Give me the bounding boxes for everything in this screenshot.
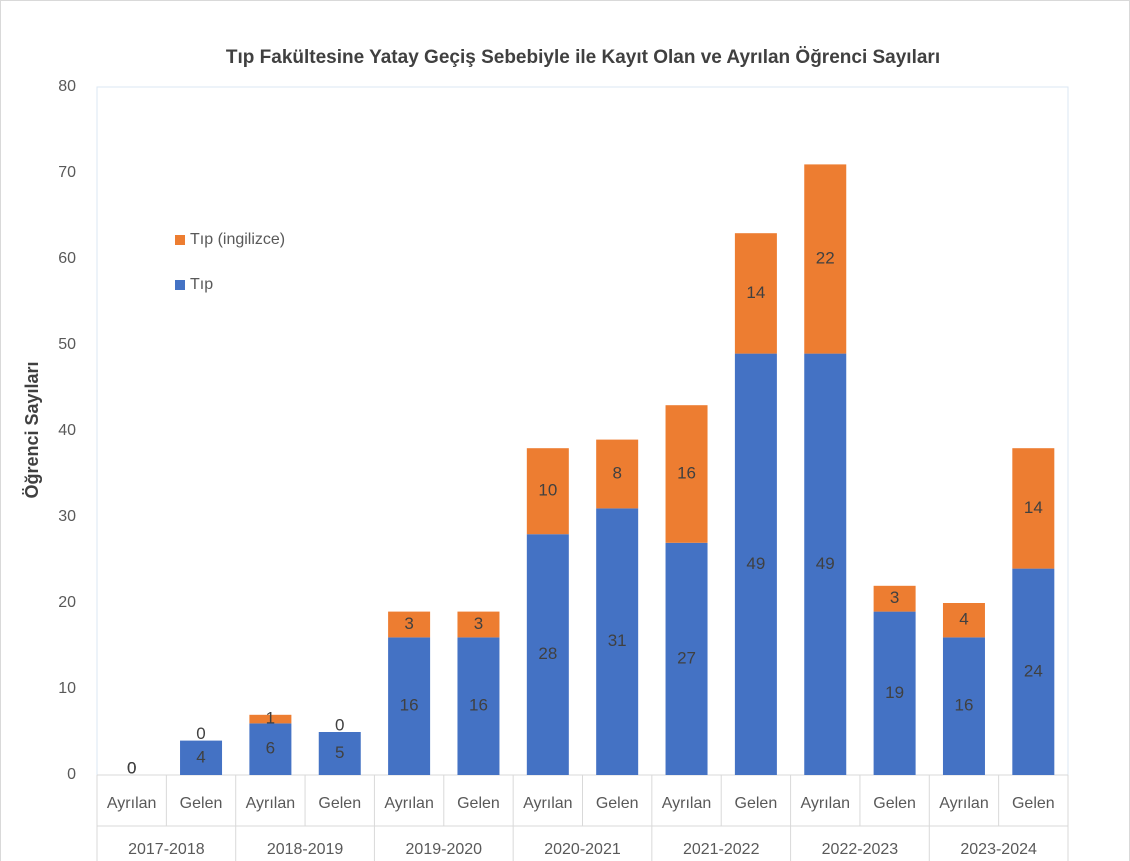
- bar-segment: [249, 714, 292, 724]
- bar-segment: [804, 164, 847, 354]
- x-tick-label: Ayrılan: [662, 795, 712, 812]
- x-tick-label: Ayrılan: [107, 795, 157, 812]
- bar-segment: [526, 448, 569, 535]
- data-label: 24: [1024, 661, 1043, 680]
- data-label: 6: [266, 739, 275, 758]
- legend-label: Tıp: [190, 276, 213, 293]
- data-label: 0: [127, 758, 136, 777]
- data-label: 8: [612, 463, 621, 482]
- group-label: 2018-2019: [267, 841, 344, 858]
- y-tick-label: 0: [67, 766, 76, 783]
- bar-segment: [873, 585, 916, 612]
- x-tick-label: Gelen: [596, 795, 639, 812]
- bar-segment: [665, 405, 708, 543]
- legend-swatch: [175, 280, 185, 290]
- bar-segment: [1012, 448, 1055, 569]
- group-label: 2023-2024: [960, 841, 1037, 858]
- group-label: 2019-2020: [406, 841, 483, 858]
- bar-segment: [318, 732, 361, 775]
- bar-segment: [457, 637, 500, 775]
- x-tick-label: Ayrılan: [384, 795, 434, 812]
- data-label: 0: [127, 758, 136, 777]
- data-label: 0: [196, 724, 205, 743]
- data-label: 28: [538, 644, 557, 663]
- bar-segment: [596, 439, 639, 509]
- bar-segment: [804, 353, 847, 775]
- group-label: 2021-2022: [683, 841, 760, 858]
- y-tick-label: 50: [58, 336, 76, 353]
- bar-segment: [180, 740, 223, 775]
- y-tick-label: 80: [58, 78, 76, 95]
- bar-segment: [734, 353, 777, 775]
- y-tick-label: 30: [58, 508, 76, 525]
- bar-segment: [388, 637, 431, 775]
- x-tick-label: Gelen: [873, 795, 916, 812]
- chart-title: Tıp Fakültesine Yatay Geçiş Sebebiyle il…: [226, 47, 940, 68]
- x-tick-label: Gelen: [180, 795, 223, 812]
- group-label: 2020-2021: [544, 841, 621, 858]
- data-label: 16: [400, 696, 419, 715]
- bar-segment: [526, 534, 569, 775]
- data-label: 1: [266, 709, 275, 728]
- bar-segment: [873, 611, 916, 775]
- x-tick-label: Ayrılan: [800, 795, 850, 812]
- data-label: 5: [335, 743, 344, 762]
- legend-swatch: [175, 235, 185, 245]
- data-label: 0: [335, 715, 344, 734]
- y-tick-label: 20: [58, 594, 76, 611]
- data-label: 3: [890, 588, 899, 607]
- data-label: 14: [746, 283, 765, 302]
- x-tick-label: Gelen: [735, 795, 778, 812]
- data-label: 49: [816, 554, 835, 573]
- y-tick-label: 70: [58, 164, 76, 181]
- data-label: 31: [608, 631, 627, 650]
- x-tick-label: Ayrılan: [246, 795, 296, 812]
- data-label: 4: [959, 610, 968, 629]
- data-label: 3: [474, 614, 483, 633]
- data-label: 49: [746, 554, 765, 573]
- bar-segment: [457, 611, 500, 638]
- data-label: 4: [196, 747, 205, 766]
- bar-segment: [388, 611, 431, 638]
- y-tick-label: 40: [58, 422, 76, 439]
- data-label: 19: [885, 683, 904, 702]
- x-tick-label: Gelen: [1012, 795, 1055, 812]
- bar-segment: [249, 723, 292, 775]
- y-axis-title: Öğrenci Sayıları: [22, 361, 42, 498]
- y-tick-label: 10: [58, 680, 76, 697]
- bar-segment: [1012, 568, 1055, 775]
- bar-segment: [942, 603, 985, 638]
- group-label: 2022-2023: [822, 841, 899, 858]
- x-tick-label: Gelen: [318, 795, 361, 812]
- data-label: 16: [469, 696, 488, 715]
- bar-segment: [665, 542, 708, 775]
- y-tick-label: 60: [58, 250, 76, 267]
- data-label: 16: [677, 463, 696, 482]
- legend-label: Tıp (ingilizce): [190, 231, 285, 248]
- bar-segment: [942, 637, 985, 775]
- data-label: 16: [955, 696, 974, 715]
- data-label: 14: [1024, 498, 1043, 517]
- group-label: 2017-2018: [128, 841, 205, 858]
- x-tick-label: Ayrılan: [523, 795, 573, 812]
- data-label: 3: [404, 614, 413, 633]
- bar-segment: [734, 233, 777, 354]
- data-label: 27: [677, 648, 696, 667]
- data-label: 10: [538, 481, 557, 500]
- data-label: 22: [816, 248, 835, 267]
- bar-segment: [596, 508, 639, 775]
- x-tick-label: Ayrılan: [939, 795, 989, 812]
- x-tick-label: Gelen: [457, 795, 500, 812]
